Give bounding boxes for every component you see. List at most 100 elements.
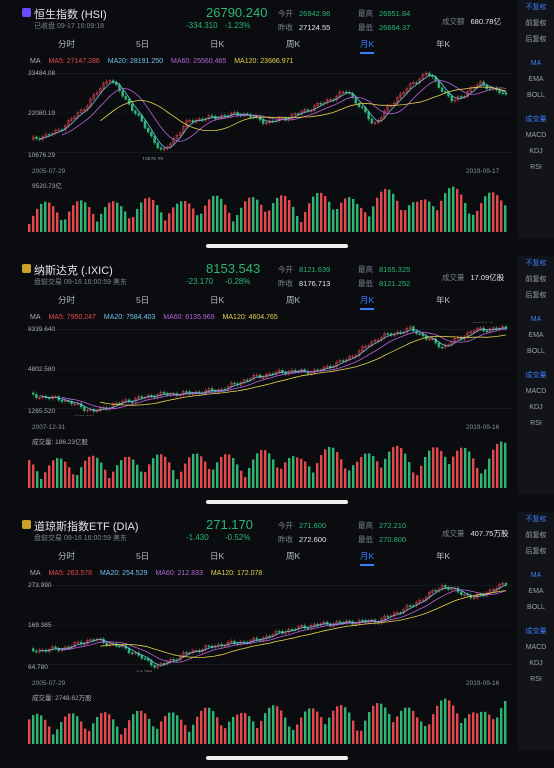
- volume-bar: [152, 458, 155, 488]
- sidebar-option[interactable]: 成交量: [525, 372, 547, 379]
- sidebar-option[interactable]: EMA: [528, 588, 544, 595]
- tab-period[interactable]: 年K: [436, 295, 451, 305]
- sidebar-option[interactable]: MA: [530, 60, 542, 67]
- sidebar-option[interactable]: MACD: [525, 388, 547, 395]
- volume-chart[interactable]: [24, 690, 512, 744]
- sidebar-option[interactable]: KDJ: [529, 148, 543, 155]
- candle: [373, 339, 377, 343]
- volume-bar: [460, 447, 463, 488]
- tab-period[interactable]: 周K: [286, 551, 301, 561]
- tab-period[interactable]: 年K: [436, 39, 451, 49]
- volume-bar: [48, 726, 51, 744]
- kline-chart[interactable]: 8339.640 1265.520: [24, 322, 512, 416]
- candle: [63, 400, 67, 402]
- candle: [60, 399, 64, 402]
- volume-bar: [172, 712, 175, 744]
- volume-bar: [44, 719, 47, 744]
- candle: [338, 91, 342, 97]
- sidebar-option[interactable]: MACD: [525, 644, 547, 651]
- tab-period[interactable]: 分时: [58, 39, 76, 49]
- sidebar-option[interactable]: 前复权: [525, 276, 547, 283]
- tab-period[interactable]: 周K: [286, 39, 301, 49]
- volume-bar: [376, 197, 379, 232]
- sidebar-option[interactable]: 后复权: [525, 292, 547, 299]
- stock-title[interactable]: 纳斯达克 (.IXIC): [34, 265, 113, 277]
- stock-panel: 道琼斯指数ETF (DIA) 盘前交易 09-16 16:00:59 美东 27…: [0, 512, 554, 768]
- tab-period[interactable]: 日K: [210, 551, 225, 561]
- stock-title[interactable]: 恒生指数 (HSI): [34, 9, 107, 21]
- sidebar-option[interactable]: 后复权: [525, 36, 547, 43]
- volume-bar: [480, 203, 483, 232]
- candle: [127, 98, 131, 105]
- volume-bar: [436, 705, 439, 744]
- sidebar-option[interactable]: BOLL: [527, 348, 545, 355]
- candle: [357, 103, 361, 108]
- scroll-handle[interactable]: [206, 244, 348, 248]
- sidebar-option[interactable]: KDJ: [529, 660, 543, 667]
- sidebar-option[interactable]: MA: [530, 572, 542, 579]
- candle: [386, 615, 390, 618]
- scroll-handle[interactable]: [206, 756, 348, 760]
- tab-period[interactable]: 年K: [436, 551, 451, 561]
- candle: [233, 640, 236, 644]
- tab-period[interactable]: 分时: [58, 551, 76, 561]
- price-change-pct: -1.23%: [225, 21, 251, 30]
- tab-period[interactable]: 5日: [136, 39, 150, 49]
- volume-bar: [440, 200, 443, 232]
- sidebar-option[interactable]: 成交量: [525, 116, 547, 123]
- volume-bar: [500, 441, 503, 488]
- tab-period[interactable]: 日K: [210, 39, 225, 49]
- date-start: 2005-07-29: [32, 168, 66, 175]
- volume-bar: [236, 464, 239, 488]
- high-marker-label: 33484.08: [407, 66, 428, 68]
- sidebar-option[interactable]: 不复权: [525, 516, 547, 523]
- tab-period[interactable]: 5日: [136, 551, 150, 561]
- tab-period[interactable]: 月K: [360, 551, 375, 566]
- y-axis-top: 33484.08: [28, 70, 56, 77]
- volume-bar: [160, 212, 163, 232]
- last-price: 8153.543: [206, 261, 261, 276]
- volume-bar: [164, 456, 167, 488]
- candle: [469, 331, 473, 334]
- tab-period[interactable]: 分时: [58, 295, 76, 305]
- volume-chart[interactable]: [24, 434, 512, 488]
- volume-bar: [196, 716, 199, 744]
- volume-bar: [268, 210, 271, 232]
- tab-period[interactable]: 月K: [360, 295, 375, 310]
- sidebar-option[interactable]: BOLL: [527, 92, 545, 99]
- sidebar-option[interactable]: EMA: [528, 76, 544, 83]
- tab-period[interactable]: 月K: [360, 39, 375, 54]
- volume-bar: [116, 465, 119, 488]
- kline-chart[interactable]: 273.990 64.780: [24, 578, 512, 672]
- sidebar-option[interactable]: 不复权: [525, 4, 547, 11]
- sidebar-option[interactable]: MACD: [525, 132, 547, 139]
- sidebar-option[interactable]: KDJ: [529, 404, 543, 411]
- tab-period[interactable]: 日K: [210, 295, 225, 305]
- sidebar-option[interactable]: MA: [530, 316, 542, 323]
- candle: [153, 665, 156, 668]
- stock-title[interactable]: 道琼斯指数ETF (DIA): [34, 521, 139, 533]
- tab-period[interactable]: 5日: [136, 295, 150, 305]
- candle: [162, 663, 166, 665]
- candle: [504, 326, 508, 329]
- volume-bar: [492, 719, 495, 744]
- sidebar-option[interactable]: 前复权: [525, 532, 547, 539]
- volume-chart[interactable]: [24, 178, 512, 232]
- sidebar-option[interactable]: RSI: [530, 164, 542, 171]
- sidebar-option[interactable]: 前复权: [525, 20, 547, 27]
- sidebar-option[interactable]: 后复权: [525, 548, 547, 555]
- candle: [86, 409, 89, 412]
- sidebar-option[interactable]: RSI: [530, 420, 542, 427]
- sidebar-option[interactable]: RSI: [530, 676, 542, 683]
- ma20-value: MA20: 7584.403: [103, 314, 156, 321]
- candle: [354, 96, 358, 104]
- sidebar-option[interactable]: BOLL: [527, 604, 545, 611]
- sidebar-option[interactable]: EMA: [528, 332, 544, 339]
- tab-period[interactable]: 周K: [286, 295, 301, 305]
- volume-bar: [108, 714, 111, 744]
- scroll-handle[interactable]: [206, 500, 348, 504]
- sidebar-option[interactable]: 不复权: [525, 260, 547, 267]
- volume-bar: [28, 224, 31, 232]
- sidebar-option[interactable]: 成交量: [525, 628, 547, 635]
- kline-chart[interactable]: 33484.08 10676.29: [24, 66, 512, 160]
